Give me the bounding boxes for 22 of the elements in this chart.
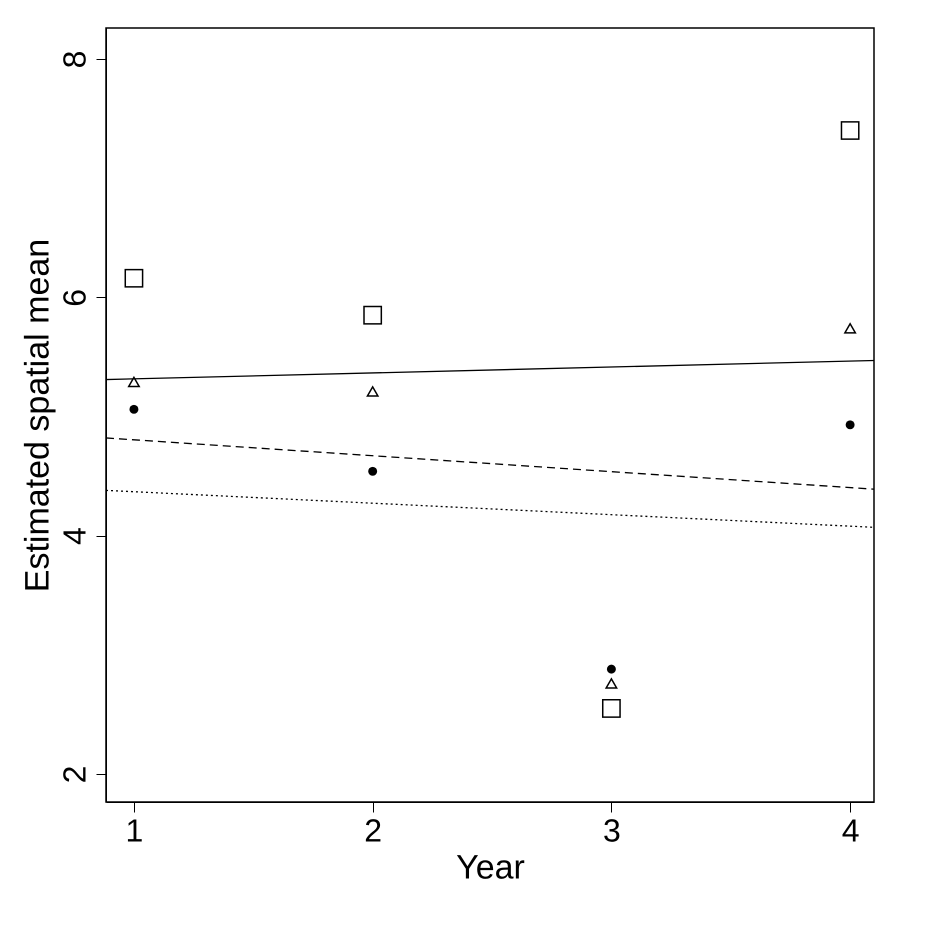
point — [605, 678, 618, 689]
point — [846, 420, 855, 430]
point — [840, 121, 860, 140]
x-axis-title: Year — [456, 848, 525, 886]
point — [124, 268, 144, 288]
y-tick-label: 6 — [56, 288, 92, 307]
x-tick-label: 2 — [364, 812, 382, 848]
point — [606, 664, 616, 674]
y-tick-label: 4 — [56, 527, 92, 546]
y-tick-label: 8 — [56, 50, 92, 68]
point — [128, 376, 140, 388]
point — [844, 323, 856, 334]
y-axis-title: Estimated spatial mean — [18, 238, 56, 592]
x-tick-label: 4 — [842, 812, 860, 848]
point — [129, 404, 138, 414]
point — [366, 386, 379, 397]
x-tick-label: 1 — [126, 812, 144, 848]
y-tick-label: 2 — [56, 766, 92, 784]
point — [368, 466, 378, 476]
point — [363, 306, 382, 325]
x-tick-label: 3 — [602, 812, 621, 848]
point — [602, 699, 621, 718]
